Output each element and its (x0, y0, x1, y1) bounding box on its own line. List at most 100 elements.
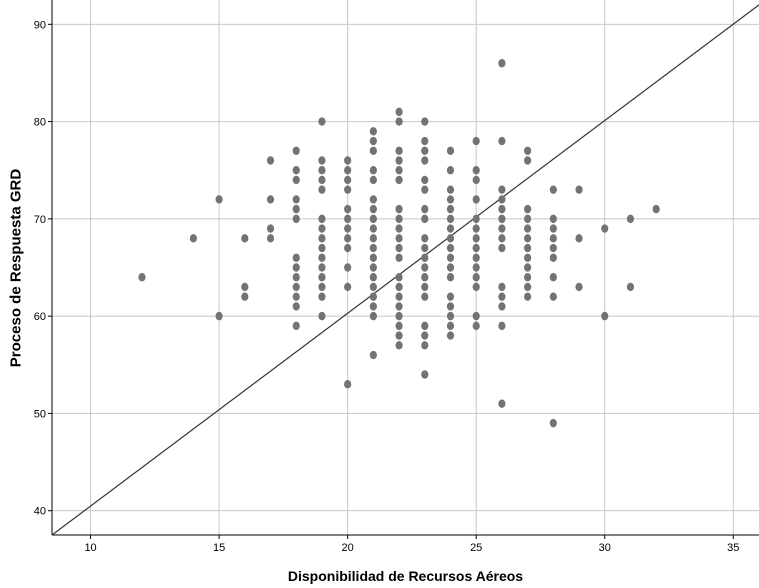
data-point (318, 185, 326, 194)
data-point (318, 292, 326, 301)
data-point (395, 214, 403, 224)
data-point (446, 195, 455, 204)
data-point (369, 136, 377, 146)
data-point (421, 321, 429, 331)
data-point (626, 282, 635, 292)
data-point (524, 234, 532, 243)
data-point (369, 292, 377, 301)
data-point (446, 204, 455, 214)
data-point (318, 175, 326, 185)
data-point (472, 166, 480, 175)
data-point (549, 273, 557, 282)
data-point (318, 224, 326, 233)
data-point (138, 273, 146, 282)
data-point (369, 302, 377, 311)
data-point (344, 175, 352, 185)
data-point (292, 273, 300, 282)
data-point (498, 185, 506, 194)
data-point (524, 204, 532, 214)
data-point (549, 214, 557, 224)
data-point (575, 234, 583, 243)
data-point (318, 117, 326, 126)
data-point (395, 302, 403, 311)
data-point (369, 311, 377, 321)
data-point (369, 224, 377, 233)
data-point (549, 292, 557, 301)
data-point (369, 350, 377, 360)
data-point (266, 234, 275, 243)
data-point (318, 234, 326, 243)
x-tick-label: 10 (84, 542, 96, 554)
data-point (344, 380, 352, 389)
data-point (421, 204, 429, 214)
data-point (421, 185, 429, 194)
data-point (421, 117, 429, 126)
data-point (421, 243, 429, 253)
data-point (369, 166, 377, 175)
data-point (318, 243, 326, 253)
data-point (318, 156, 326, 165)
data-point (524, 243, 532, 253)
y-tick-label: 70 (34, 214, 46, 226)
data-point (369, 214, 377, 224)
data-point (472, 253, 480, 262)
data-point (498, 234, 506, 243)
data-point (344, 282, 352, 292)
data-point (292, 321, 300, 331)
data-point (395, 117, 403, 126)
data-point (446, 234, 455, 243)
data-point (369, 234, 377, 243)
data-point (498, 195, 506, 204)
data-point (472, 195, 480, 204)
data-point (318, 253, 326, 262)
data-point (524, 263, 532, 272)
data-point (292, 214, 300, 224)
data-point (292, 166, 300, 175)
data-point (472, 311, 480, 321)
data-point (369, 146, 377, 155)
data-point (498, 59, 506, 68)
data-point (421, 292, 429, 301)
data-point (369, 127, 377, 136)
y-tick-label: 80 (34, 117, 46, 129)
data-point (292, 204, 300, 214)
data-point (318, 214, 326, 224)
data-point (369, 195, 377, 204)
data-point (318, 166, 326, 175)
data-point (318, 273, 326, 282)
data-point (446, 166, 455, 175)
data-point (549, 418, 557, 428)
data-point (421, 282, 429, 292)
data-point (395, 292, 403, 301)
data-point (446, 302, 455, 311)
data-point (395, 204, 403, 214)
data-point (395, 156, 403, 165)
data-point (652, 204, 660, 214)
data-point (344, 156, 352, 165)
data-point (395, 273, 403, 282)
data-point (446, 321, 455, 331)
data-point (446, 214, 455, 224)
data-point (292, 253, 300, 262)
data-point (369, 175, 377, 185)
data-point (446, 331, 455, 340)
data-point (395, 234, 403, 243)
data-point (344, 166, 352, 175)
data-point (395, 243, 403, 253)
data-point (395, 282, 403, 292)
data-point (446, 263, 455, 272)
data-point (472, 282, 480, 292)
data-point (549, 243, 557, 253)
data-point (472, 263, 480, 272)
data-point (421, 136, 429, 146)
data-point (266, 156, 275, 165)
data-point (498, 321, 506, 331)
y-tick-label: 40 (34, 506, 46, 518)
data-point (369, 273, 377, 282)
data-point (421, 273, 429, 282)
data-point (601, 311, 609, 321)
data-point (369, 243, 377, 253)
data-point (575, 185, 583, 194)
data-point (292, 263, 300, 272)
data-point (292, 282, 300, 292)
